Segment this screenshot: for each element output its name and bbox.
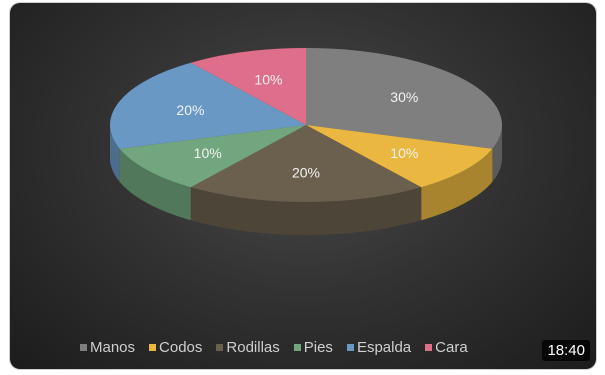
pie-slice-rodillas xyxy=(190,125,422,202)
legend-label: Espalda xyxy=(356,338,412,356)
pie-side-espalda xyxy=(110,125,120,182)
chart-legend: Manos Codos Rodillas Pies Espalda Cara xyxy=(80,336,468,358)
legend-swatch xyxy=(80,343,87,351)
pie-side-manos xyxy=(492,125,502,182)
legend-swatch xyxy=(293,343,301,351)
pie-slice-espalda xyxy=(110,62,306,149)
data-label-cara: 10% xyxy=(254,72,282,88)
legend-swatch xyxy=(216,343,224,351)
pie-side-pies xyxy=(119,148,191,221)
legend-item-rodillas: Rodillas xyxy=(216,338,280,356)
pie-data-labels: 30% 10% 20% 10% 20% 10% xyxy=(176,72,418,181)
pie-top-faces xyxy=(110,48,502,202)
legend-swatch xyxy=(149,343,157,351)
legend-label: Manos xyxy=(90,338,136,356)
legend-label: Codos xyxy=(159,338,203,356)
legend-item-cara: Cara xyxy=(425,339,468,356)
data-label-manos: 30% xyxy=(390,89,418,105)
video-duration-badge: 18:40 xyxy=(542,340,590,361)
data-label-rodillas: 20% xyxy=(292,165,320,181)
pie-slice-manos xyxy=(306,48,502,149)
pie-side-rodillas xyxy=(190,187,422,236)
data-label-espalda: 20% xyxy=(176,102,204,118)
legend-item-codos: Codos xyxy=(149,339,202,356)
pie-slice-cara xyxy=(190,48,306,125)
legend-item-pies: Pies xyxy=(293,338,333,356)
pie-chart: 30% 10% 20% 10% 20% 10% xyxy=(110,48,502,236)
legend-label: Rodillas xyxy=(226,338,280,356)
legend-label: Cara xyxy=(435,338,468,356)
pie-slice-codos xyxy=(306,125,493,188)
data-label-pies: 10% xyxy=(194,145,222,161)
legend-label: Pies xyxy=(303,338,333,356)
legend-item-manos: Manos xyxy=(80,339,135,356)
pie-side-walls xyxy=(110,125,502,236)
pie-side-codos xyxy=(421,148,493,221)
pie-slice-pies xyxy=(119,125,306,188)
legend-item-espalda: Espalda xyxy=(346,338,412,356)
legend-swatch xyxy=(346,343,354,351)
legend-swatch xyxy=(425,343,433,351)
video-thumbnail[interactable]: 30% 10% 20% 10% 20% 10% Manos Codos Rodillas Pie… xyxy=(10,3,596,369)
data-label-codos: 10% xyxy=(390,145,418,161)
